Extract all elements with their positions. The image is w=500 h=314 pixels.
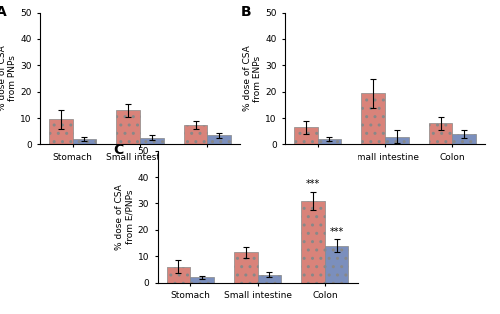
Y-axis label: % dose of CSA
from E/PNPs: % dose of CSA from E/PNPs [116,184,135,250]
Bar [208,135,231,144]
Bar [452,134,476,144]
Bar [318,139,341,144]
Bar [49,119,72,144]
Bar [325,246,348,283]
Text: ***: *** [330,227,344,237]
Text: ***: *** [306,180,320,189]
Bar [190,277,214,283]
Y-axis label: % dose of CSA
from PNPs: % dose of CSA from PNPs [0,46,18,111]
Bar [302,201,325,283]
Bar [294,127,318,144]
Text: B: B [241,5,252,19]
Bar [429,123,452,144]
Y-axis label: % dose of CSA
from ENPs: % dose of CSA from ENPs [243,46,262,111]
Bar [140,138,164,144]
Bar [72,139,96,144]
Bar [258,275,281,283]
Text: A: A [0,5,6,19]
Bar [166,267,190,283]
Bar [362,93,385,144]
Text: C: C [114,143,124,157]
Bar [184,125,208,144]
Bar [116,110,140,144]
Bar [234,252,258,283]
Bar [385,137,408,144]
